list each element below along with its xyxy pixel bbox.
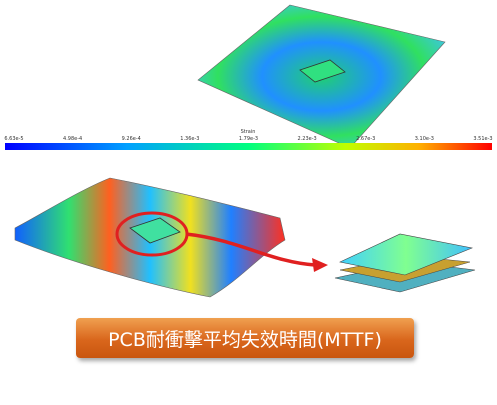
legend-label: 3.10e-3 [415,136,434,142]
legend-title: Strain [241,129,256,135]
legend-label: 2.67e-3 [356,136,375,142]
package [339,233,474,276]
caption: PCB耐衝擊平均失效時間(MTTF) [76,318,414,358]
legend-label: 9.26e-4 [122,136,141,142]
legend-label: 1.79e-3 [239,136,258,142]
legend-label: 3.51e-3 [473,136,492,142]
bottom-chip [129,217,181,244]
arrow [185,232,316,267]
legend-label: 1.36e-3 [180,136,199,142]
color-bar [5,143,492,150]
arrow-head [312,258,328,272]
top-chip [299,59,346,83]
legend-label: 6.63e-5 [4,136,23,142]
legend-label: 2.23e-3 [298,136,317,142]
legend-label: 4.98e-4 [63,136,82,142]
